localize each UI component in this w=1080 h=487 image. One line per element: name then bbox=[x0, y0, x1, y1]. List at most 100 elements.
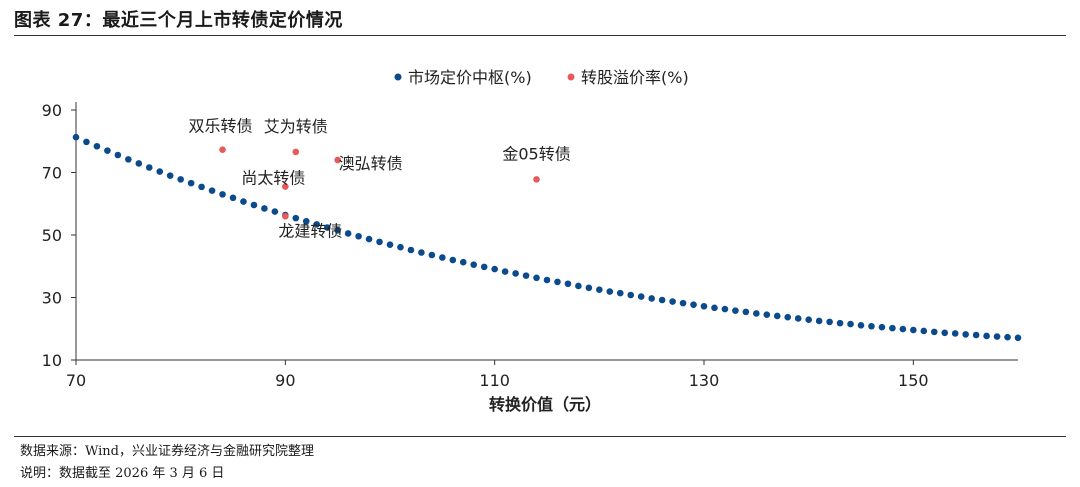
curve-point bbox=[491, 265, 498, 273]
footer-divider bbox=[14, 436, 1066, 437]
curve-point bbox=[365, 235, 373, 243]
curve-point bbox=[313, 221, 321, 228]
curve-point bbox=[104, 147, 111, 154]
curve-point bbox=[627, 291, 635, 299]
curve-point bbox=[951, 330, 959, 337]
curve-point bbox=[271, 208, 279, 215]
curve-point bbox=[512, 270, 519, 277]
curve-point bbox=[522, 272, 530, 279]
curve-point bbox=[753, 310, 760, 317]
point-label: 澳弘转债 bbox=[339, 154, 403, 173]
curve-point bbox=[156, 168, 164, 175]
curve-point bbox=[208, 187, 216, 194]
point-label: 金05转债 bbox=[502, 144, 570, 163]
curve-point bbox=[585, 284, 593, 292]
curve-point bbox=[166, 172, 174, 179]
curve-point bbox=[72, 133, 80, 141]
curve-point bbox=[690, 301, 697, 308]
curve-point bbox=[292, 214, 300, 222]
curve-point bbox=[700, 302, 708, 310]
curve-point bbox=[533, 274, 540, 282]
curve-point bbox=[470, 261, 478, 268]
curve-point bbox=[836, 319, 844, 327]
x-tick-label: 90 bbox=[275, 371, 295, 390]
curve-point bbox=[575, 282, 582, 290]
legend-label-curve: 市场定价中枢(%) bbox=[408, 68, 532, 87]
curve-point bbox=[742, 308, 750, 316]
curve-point bbox=[962, 331, 969, 338]
curve-point bbox=[428, 251, 436, 259]
curve-point bbox=[784, 313, 792, 321]
curve-point bbox=[616, 289, 624, 297]
curve-point bbox=[564, 280, 572, 288]
curve-point bbox=[679, 299, 687, 307]
curve-point bbox=[889, 324, 896, 332]
x-tick-label: 70 bbox=[66, 371, 86, 390]
point-label: 龙建转债 bbox=[278, 221, 342, 240]
legend-marker-points bbox=[567, 73, 575, 81]
curve-point bbox=[376, 238, 383, 246]
curve-point bbox=[355, 232, 362, 240]
chart: 10 30 50 70 90 70 90 110 130 150 转换价值（元） 双乐转债 艾为转债澳… bbox=[42, 68, 1022, 414]
curve-point bbox=[459, 258, 467, 266]
axes: 10 30 50 70 90 70 90 110 130 150 转换价值（元） bbox=[42, 101, 1018, 414]
curve-point bbox=[554, 278, 561, 286]
premium-point bbox=[334, 156, 341, 164]
curve-point bbox=[805, 316, 812, 323]
curve-point bbox=[920, 327, 928, 335]
curve-point bbox=[648, 295, 655, 302]
point-label: 艾为转债 bbox=[264, 117, 328, 136]
y-tick-label: 70 bbox=[42, 164, 62, 183]
curve-point bbox=[219, 191, 226, 198]
source-note: 数据来源：Wind，兴业证券经济与金融研究院整理 bbox=[20, 444, 314, 459]
curve-point bbox=[135, 160, 143, 167]
title-divider bbox=[14, 35, 1066, 36]
curve-point bbox=[83, 138, 90, 146]
curve-point bbox=[187, 179, 195, 187]
curve-point bbox=[114, 151, 122, 159]
curve-point bbox=[878, 323, 886, 331]
curve-point bbox=[145, 164, 153, 171]
curve-point bbox=[449, 256, 457, 264]
curve-point bbox=[93, 142, 101, 150]
curve-point bbox=[302, 217, 310, 225]
x-axis-label: 转换价值（元） bbox=[489, 395, 601, 414]
curve-point bbox=[418, 249, 425, 256]
curve-point bbox=[941, 329, 949, 337]
curve-point bbox=[198, 183, 205, 191]
curve-point bbox=[480, 263, 488, 271]
curve-point bbox=[711, 304, 718, 312]
y-tick-label: 10 bbox=[42, 351, 62, 370]
series-curve bbox=[72, 133, 1022, 342]
curve-point bbox=[229, 194, 237, 202]
chart-title: 图表 27：最近三个月上市转债定价情况 bbox=[14, 10, 343, 31]
curve-point bbox=[826, 318, 833, 326]
curve-point bbox=[596, 286, 603, 293]
curve-point bbox=[1004, 333, 1011, 341]
point-label: 尚太转债 bbox=[241, 169, 305, 188]
curve-point bbox=[606, 288, 614, 295]
curve-point bbox=[407, 246, 415, 254]
premium-point bbox=[219, 146, 226, 153]
curve-point bbox=[177, 176, 184, 183]
curve-point bbox=[847, 320, 854, 328]
curve-point bbox=[910, 326, 917, 334]
curve-point bbox=[993, 333, 1001, 340]
curve-point bbox=[794, 315, 802, 322]
x-tick-label: 110 bbox=[479, 371, 510, 390]
curve-point bbox=[344, 230, 352, 237]
premium-point bbox=[292, 148, 300, 156]
curve-point bbox=[983, 332, 990, 340]
curve-point bbox=[972, 331, 980, 339]
curve-point bbox=[334, 227, 341, 234]
curve-point bbox=[397, 243, 404, 251]
curve-point bbox=[439, 254, 446, 261]
curve-point bbox=[261, 205, 268, 212]
premium-point bbox=[282, 183, 289, 190]
y-tick-label: 30 bbox=[42, 289, 62, 308]
curve-point bbox=[323, 224, 331, 231]
y-tick-label: 90 bbox=[42, 101, 62, 120]
curve-point bbox=[240, 198, 247, 205]
curve-point bbox=[763, 311, 771, 318]
